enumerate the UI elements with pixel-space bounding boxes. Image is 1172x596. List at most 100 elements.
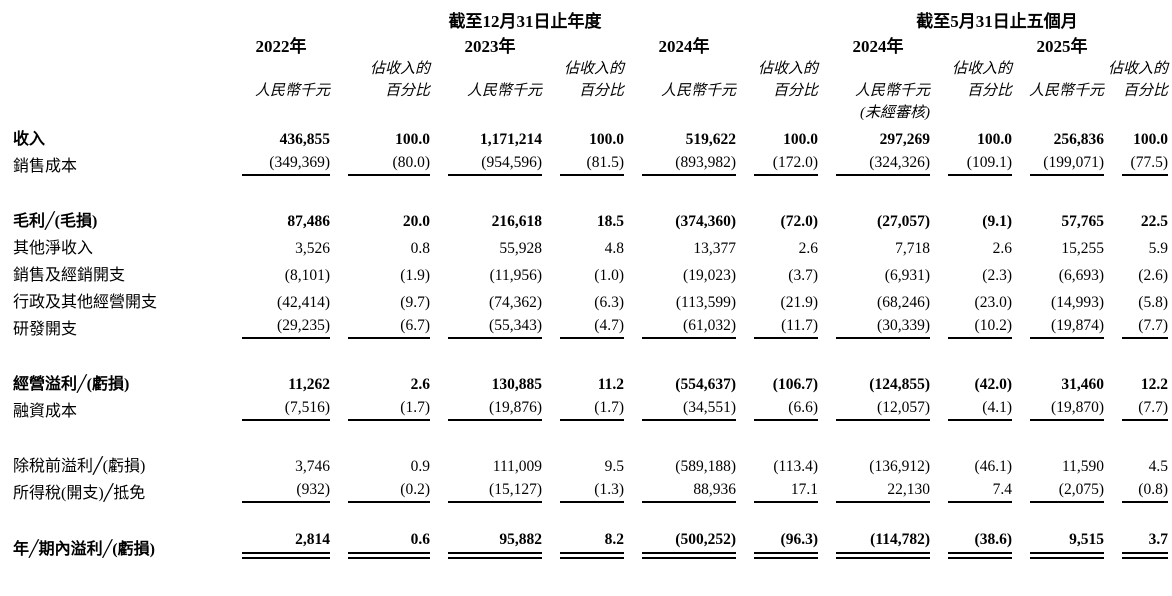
pct-cell: (172.0) [740,149,822,176]
unaudited-note: (未經審核) [860,105,930,121]
value-cell: (19,874) [1016,312,1108,339]
table-body: 收入 436,855 100.0 1,171,214 100.0 519,622 100.0… [0,122,1172,559]
pct-cell: 18.5 [596,213,624,230]
pct-cell: 2.6 [798,240,818,257]
pct-cell: 22.5 [1140,213,1168,230]
pct-cell: 100.0 [783,131,818,148]
year-label-2023: 2023年 [464,37,516,56]
value-cell: (55,343) [434,312,546,339]
pct-cell: (6.6) [740,394,822,421]
pct-cell: (0.8) [1108,476,1172,503]
table-row: 融資成本 (7,516) (1.7) (19,876) (1.7) (34,551) (6.… [0,394,1172,421]
pct-cell: (42.0) [974,376,1012,393]
value-cell: (589,188) [675,458,736,475]
pct-cell: (72.0) [780,213,818,230]
row-label: 銷售成本 [13,158,78,175]
value-cell: 519,622 [685,131,736,148]
pct-cell: 9.5 [604,458,624,475]
value-cell: (114,782) [822,531,934,559]
value-cell: (374,360) [675,213,736,230]
value-cell: 130,885 [491,376,542,393]
row-label: 行政及其他經營開支 [13,294,158,311]
value-cell: 256,836 [1053,131,1104,148]
table-row: 年╱期內溢利╱(虧損) 2,814 0.6 95,882 8.2 (500,252) (96… [0,531,1172,559]
pct-cell: 100.0 [1133,131,1168,148]
rmb-thousand-label: 人民幣千元 [466,83,542,99]
value-cell: (61,032) [628,312,740,339]
pct-cell: (7.7) [1108,312,1172,339]
income-statement-table: 截至12月31日止年度 截至5月31日止五個月 2022年 2023年 2024… [0,6,1172,559]
pct-cell: (1.0) [594,267,624,284]
value-cell: 1,171,214 [480,131,542,148]
table-row: 經營溢利╱(虧損) 11,262 2.6 130,885 11.2 (554,637) (1… [0,367,1172,394]
row-label: 銷售及經銷開支 [13,267,126,284]
value-cell: (68,246) [877,294,930,311]
row-label: 經營溢利╱(虧損) [13,376,130,393]
value-cell: 436,855 [279,131,330,148]
spacer-row [0,339,1172,367]
pct-cell: (6.3) [594,294,624,311]
value-cell: (30,339) [822,312,934,339]
pct-cell: 11.2 [597,376,624,393]
row-label: 其他淨收入 [13,240,94,257]
table-row: 其他淨收入 3,526 0.8 55,928 4.8 13,377 2.6 7,718 2.6 1… [0,231,1172,258]
unit-header-row: 人民幣千元 百分比 人民幣千元 百分比 人民幣千元 百分比 人民幣千元 百分比 … [0,78,1172,100]
value-cell: 11,262 [288,376,330,393]
value-cell: (42,414) [277,294,330,311]
pct-cell: 3.7 [1108,531,1172,559]
value-cell: (954,596) [434,149,546,176]
table-row: 研發開支 (29,235) (6.7) (55,343) (4.7) (61,032) (1… [0,312,1172,339]
pct-of-revenue-header-row: 佔收入的 佔收入的 佔收入的 佔收入的 佔收入的 [0,57,1172,78]
pct-of-revenue-label: 佔收入的 [757,61,818,77]
pct-of-revenue-label: 佔收入的 [1108,61,1169,77]
pct-cell: 17.1 [740,476,822,503]
table-row: 銷售成本 (349,369) (80.0) (954,596) (81.5) (893,9… [0,149,1172,176]
value-cell: (74,362) [489,294,542,311]
pct-cell: (10.2) [934,312,1016,339]
pct-cell: (23.0) [974,294,1012,311]
percentage-label: 百分比 [1122,83,1168,99]
value-cell: 9,515 [1016,531,1108,559]
pct-cell: (80.0) [334,149,434,176]
pct-cell: (46.1) [974,458,1012,475]
period-header-row: 截至12月31日止年度 截至5月31日止五個月 [0,6,1172,32]
row-label: 融資成本 [13,403,78,420]
rmb-thousand-label: 人民幣千元 [254,83,330,99]
pct-cell: (2.6) [1138,267,1168,284]
table-row: 行政及其他經營開支 (42,414) (9.7) (74,362) (6.3) (113,… [0,285,1172,312]
rmb-thousand-label: 人民幣千元 [1028,83,1104,99]
value-cell: (199,071) [1016,149,1108,176]
period-header-annual: 截至12月31日止年度 [448,12,602,31]
value-cell: 15,255 [1061,240,1104,257]
pct-cell: 100.0 [977,131,1012,148]
pct-cell: (21.9) [780,294,818,311]
pct-cell: (1.7) [334,394,434,421]
pct-cell: (77.5) [1108,149,1172,176]
value-cell: (113,599) [675,294,736,311]
spacer-row [0,421,1172,449]
value-cell: (349,369) [228,149,334,176]
year-label-2024: 2024年 [658,37,710,56]
row-label: 所得稅(開支)╱抵免 [13,485,146,502]
pct-cell: (9.1) [982,213,1012,230]
pct-cell: 5.9 [1148,240,1168,257]
pct-cell: 20.0 [402,213,430,230]
value-cell: (6,693) [1058,267,1104,284]
value-cell: (932) [228,476,334,503]
value-cell: 11,590 [1061,458,1104,475]
year-label-2025: 2025年 [1036,37,1088,56]
value-cell: 3,526 [295,240,330,257]
value-cell: 95,882 [434,531,546,559]
value-cell: 87,486 [287,213,330,230]
pct-cell: (1.3) [546,476,628,503]
pct-cell: 4.5 [1148,458,1168,475]
row-label: 年╱期內溢利╱(虧損) [13,541,155,558]
table-row: 收入 436,855 100.0 1,171,214 100.0 519,622 100.0… [0,122,1172,149]
value-cell: 3,746 [295,458,330,475]
pct-of-revenue-label: 佔收入的 [369,61,430,77]
pct-cell: (7.7) [1108,394,1172,421]
pct-cell: (113.4) [773,458,818,475]
spacer-row [0,503,1172,531]
pct-cell: (11.7) [740,312,822,339]
